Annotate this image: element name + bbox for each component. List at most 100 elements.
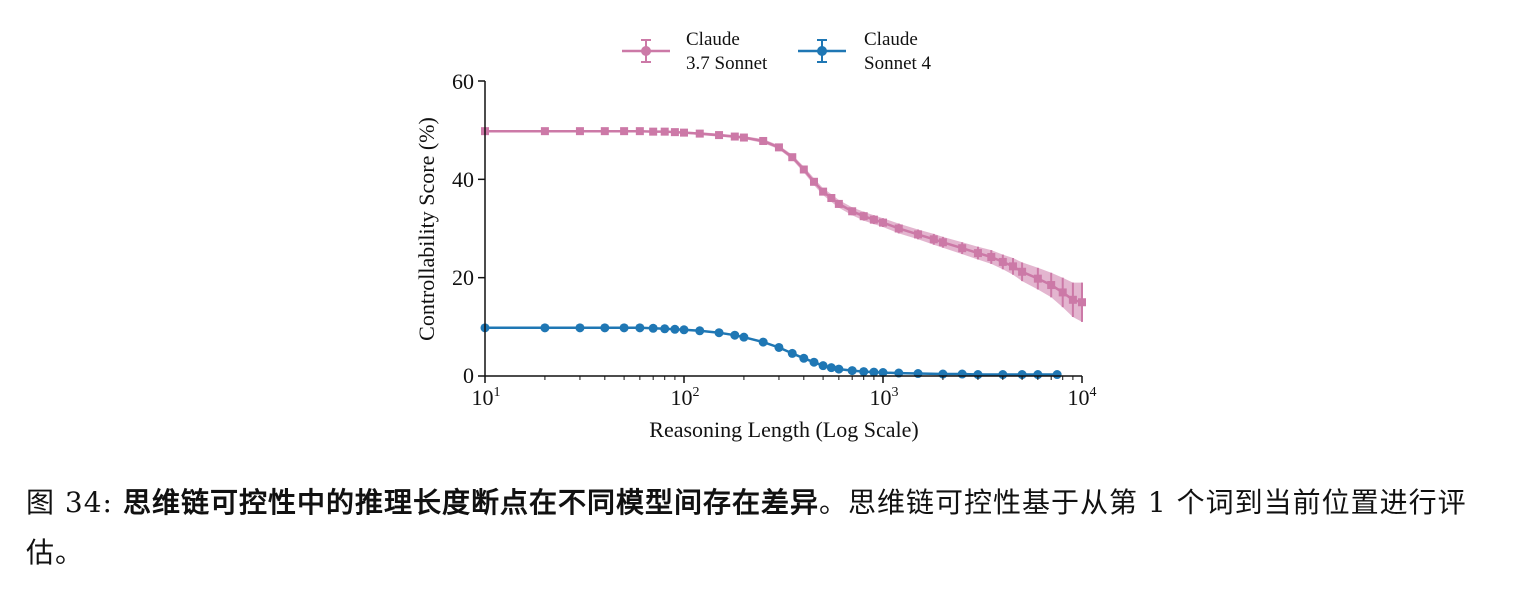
series-line [485,129,1083,304]
data-point [987,253,996,262]
data-point [1068,295,1077,304]
data-point [679,325,689,335]
data-point [575,323,585,333]
x-tick-label: 104 [1068,385,1097,410]
data-point [1033,274,1042,283]
data-point [635,323,645,333]
data-point [635,127,644,136]
data-point [788,153,797,162]
data-point [847,366,857,376]
data-point [827,194,836,203]
caption-rest-text: 。思维链可控性基于从第 1 个词到当前位置进行评估。 [26,486,1467,569]
data-point [879,218,887,227]
data-point [600,127,609,136]
data-point [809,177,818,186]
y-tick-labels: 0 20 40 60 [452,69,474,388]
data-point [695,129,704,138]
data-point [848,207,857,216]
legend-label-series-0-line1: Claude [686,29,740,50]
data-point [575,127,584,136]
legend-marker-series-0 [641,46,651,56]
data-point [1017,370,1027,380]
data-point [670,324,680,334]
x-tick-label: 103 [870,385,899,410]
data-point [758,337,768,347]
data-point [680,128,688,137]
data-point [739,332,749,342]
data-point [787,348,797,358]
figure-caption: 图 34: 思维链可控性中的推理长度断点在不同模型间存在差异。思维链可控性基于从第… [26,478,1496,578]
data-point [869,367,879,377]
data-point [929,235,938,244]
data-point [973,249,982,258]
data-point [809,357,819,367]
data-point [859,367,869,377]
data-point [1018,267,1027,276]
data-point [938,238,947,247]
data-point [894,224,903,233]
caption-label: 图 34: [26,486,113,519]
series-1 [480,323,1062,380]
x-tick-label: 102 [671,385,700,410]
data-point [730,132,739,141]
data-point [1047,281,1056,290]
data-point [540,127,549,136]
data-point [818,361,828,371]
data-point [834,199,843,208]
chart-figure: Claude 3.7 Sonnet Claude Sonnet 4 0 20 4… [414,29,1097,442]
data-point [998,257,1007,266]
data-point [799,353,809,363]
data-point [1052,370,1062,380]
data-point [1033,370,1043,380]
error-band [485,130,1082,322]
data-point [859,212,868,221]
data-point [619,323,629,333]
data-point [649,127,658,136]
caption-bold-text: 思维链可控性中的推理长度断点在不同模型间存在差异 [122,486,819,519]
data-point [730,330,740,340]
legend-entry-series-0: Claude 3.7 Sonnet [622,29,768,74]
legend-entry-series-1: Claude Sonnet 4 [798,29,932,74]
x-tick-labels: 101 102 103 104 [472,385,1097,410]
data-point [660,127,669,136]
data-point [1078,298,1086,307]
legend: Claude 3.7 Sonnet Claude Sonnet 4 [622,29,932,74]
y-tick-label: 0 [463,363,474,388]
data-point [973,370,983,380]
data-point [878,368,888,378]
data-point [958,244,967,253]
x-tick-label: 101 [472,385,501,410]
legend-label-series-0-line2: 3.7 Sonnet [686,53,768,74]
data-point [998,370,1008,380]
data-point [1058,288,1067,297]
data-point [695,326,705,336]
series-line [485,326,1058,376]
data-point [826,363,836,373]
data-point [620,127,629,136]
data-point [774,143,783,152]
y-tick-label: 60 [452,69,474,94]
data-point [774,342,784,352]
series-0 [481,127,1086,322]
tick-marks [478,80,1083,383]
data-point [957,369,967,379]
data-point [834,364,844,374]
data-point [869,215,878,224]
data-point [914,230,923,239]
legend-marker-series-1 [817,46,827,56]
data-point [759,136,768,145]
y-tick-label: 40 [452,167,474,192]
legend-label-series-1-line1: Claude [864,29,918,50]
data-point [799,165,808,174]
y-tick-label: 20 [452,265,474,290]
y-axis-title: Controllability Score (%) [414,117,439,341]
plot-area [480,127,1086,380]
data-point [660,324,670,334]
data-point [1008,262,1017,271]
data-point [714,328,724,338]
data-point [819,187,828,196]
error-band [485,327,1058,375]
data-point [648,323,658,333]
data-point [600,323,610,333]
data-point [540,323,550,333]
